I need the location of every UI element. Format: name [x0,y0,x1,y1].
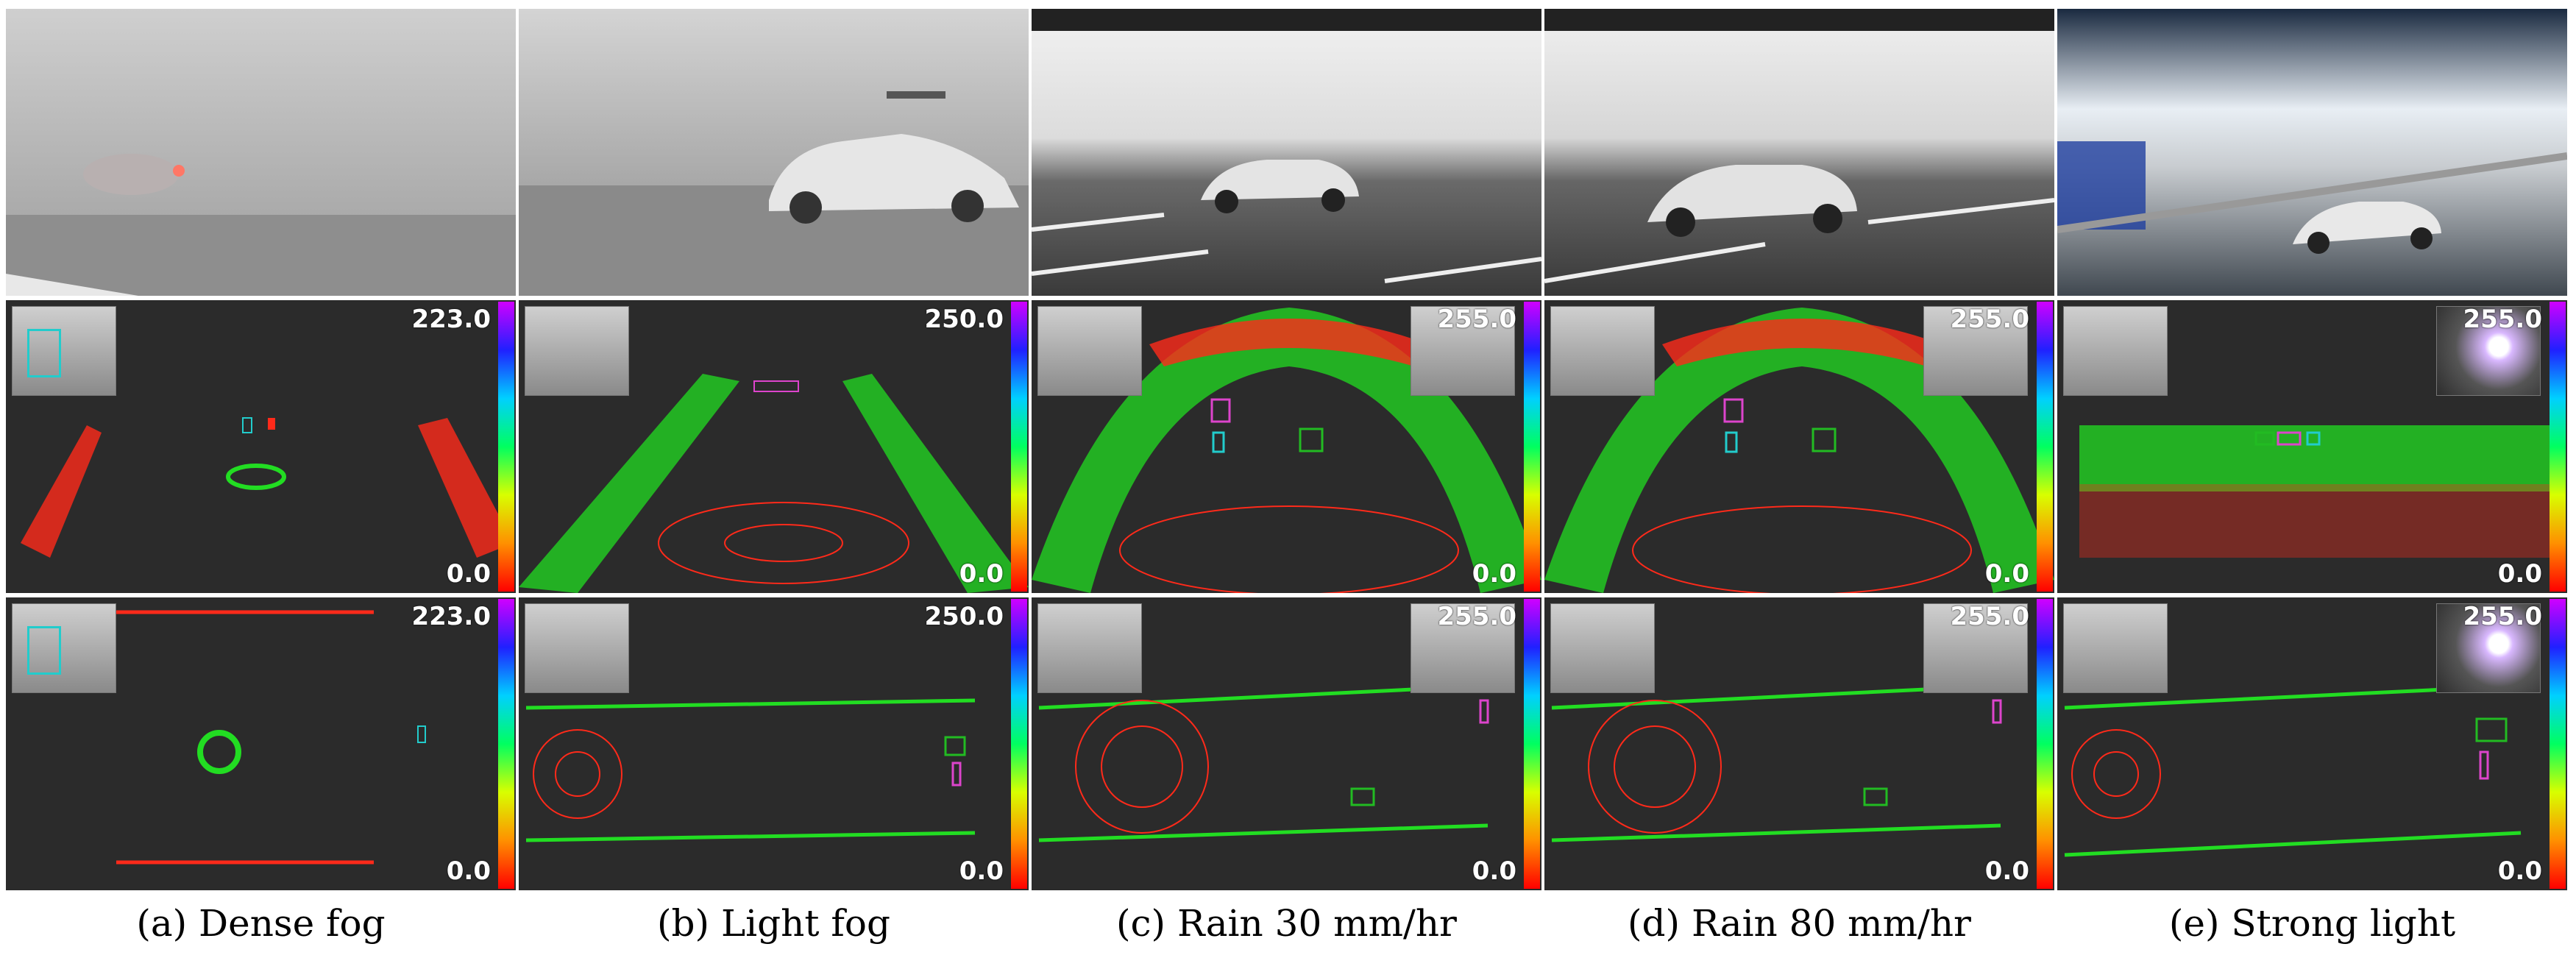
bev-row: 223.0 0.0 250.0 0.0 [6,597,2570,890]
bev-light-fog: 250.0 0.0 [519,597,1029,890]
caption-row: (a) Dense fog (b) Light fog (c) Rain 30 … [6,902,2570,945]
camera-thumbnail-secondary [2436,306,2541,396]
colorbar-min: 0.0 [959,856,1004,886]
bev-strong-light: 255.0 0.0 [2057,597,2567,890]
caption-rain-30: (c) Rain 30 mm/hr [1116,902,1457,945]
colorbar-max: 255.0 [1950,305,2029,334]
perspective-rain-30: 255.0 0.0 [1032,300,1541,593]
colorbar [1011,599,1027,889]
colorbar [2550,302,2566,592]
photo-light-fog-scene [519,91,1029,296]
colorbar-max: 250.0 [924,602,1004,631]
camera-thumbnail-secondary [1923,603,2028,693]
colorbar [1524,599,1540,889]
bev-dense-fog: 223.0 0.0 [6,597,516,890]
camera-thumbnail-secondary [1923,306,2028,396]
colorbar-max: 255.0 [1437,602,1516,631]
colorbar-max: 223.0 [411,602,491,631]
photo-dense-fog-scene [6,154,516,296]
perspective-row: 223.0 0.0 250.0 0.0 [6,300,2570,593]
bev-rain-80: 255.0 0.0 [1544,597,2054,890]
camera-thumbnail-secondary [1411,603,1515,693]
camera-thumbnail [525,306,629,396]
photo-strong-light-scene [2057,141,2567,254]
pointcloud-bev [116,610,426,865]
camera-thumbnail [12,306,116,396]
perspective-dense-fog: 223.0 0.0 [6,300,516,593]
pointcloud-perspective [519,374,1029,593]
camera-thumbnail [12,603,116,693]
colorbar-min: 0.0 [2497,559,2542,589]
perspective-light-fog: 250.0 0.0 [519,300,1029,593]
colorbar-max: 255.0 [2463,602,2542,631]
camera-thumbnail [2063,603,2168,693]
photo-strong-light [2057,9,2567,296]
colorbar-max: 250.0 [924,305,1004,334]
colorbar-max: 255.0 [2463,305,2542,334]
colorbar [2037,599,2053,889]
colorbar-min: 0.0 [1472,856,1516,886]
colorbar-max: 255.0 [1437,305,1516,334]
camera-thumbnail [525,603,629,693]
colorbar-min: 0.0 [446,856,491,886]
photo-rain-30-scene [1032,9,1541,283]
photo-dense-fog [6,9,516,296]
figure: 223.0 0.0 250.0 0.0 [6,9,2570,892]
caption-strong-light: (e) Strong light [2168,902,2456,945]
bev-rain-30: 255.0 0.0 [1032,597,1541,890]
photo-row [6,9,2570,296]
colorbar-max: 223.0 [411,305,491,334]
pointcloud-perspective [2079,425,2550,558]
colorbar [498,599,514,889]
camera-thumbnail [1037,603,1142,693]
camera-thumbnail-secondary [1411,306,1515,396]
colorbar-min: 0.0 [446,559,491,589]
photo-rain-30 [1032,9,1541,296]
photo-rain-80-scene [1544,9,2054,283]
photo-rain-80 [1544,9,2054,296]
camera-thumbnail [1550,306,1655,396]
photo-light-fog [519,9,1029,296]
pointcloud-bev [525,698,976,842]
colorbar-max: 255.0 [1950,602,2029,631]
colorbar-min: 0.0 [959,559,1004,589]
colorbar [2037,302,2053,592]
colorbar [1524,302,1540,592]
colorbar-min: 0.0 [1984,856,2029,886]
camera-thumbnail [2063,306,2168,396]
colorbar [2550,599,2566,889]
colorbar [498,302,514,592]
camera-thumbnail [1550,603,1655,693]
camera-thumbnail-secondary [2436,603,2541,693]
caption-rain-80: (d) Rain 80 mm/hr [1628,902,1971,945]
colorbar [1011,302,1027,592]
colorbar-min: 0.0 [1984,559,2029,589]
pointcloud-perspective [21,417,514,558]
caption-light-fog: (b) Light fog [657,902,890,945]
camera-thumbnail [1037,306,1142,396]
perspective-rain-80: 255.0 0.0 [1544,300,2054,593]
perspective-strong-light: 255.0 0.0 [2057,300,2567,593]
caption-dense-fog: (a) Dense fog [136,902,386,945]
colorbar-min: 0.0 [2497,856,2542,886]
colorbar-min: 0.0 [1472,559,1516,589]
